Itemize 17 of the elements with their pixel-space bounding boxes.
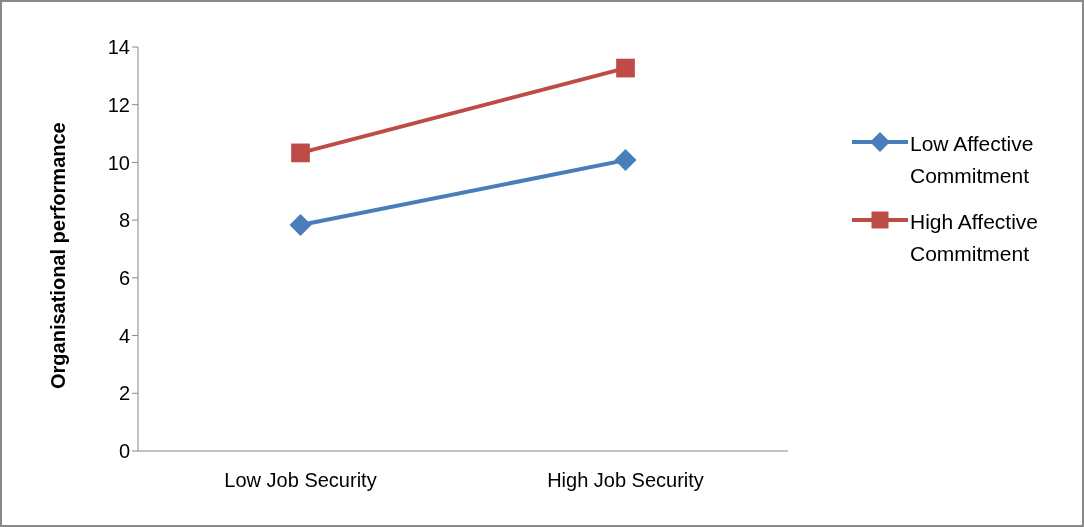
legend-label: Low Affective Commitment — [910, 131, 1035, 189]
y-tick-label: 14 — [107, 36, 130, 59]
point — [291, 143, 310, 163]
x-tick-label: Low Job Security — [224, 469, 377, 492]
x-tick-label: High Job Security — [547, 469, 704, 492]
legend-label: High Affective Commitment — [910, 209, 1040, 267]
y-axis-title: Organisational performance — [47, 122, 70, 389]
y-tick-label: 10 — [107, 151, 130, 174]
y-tick-label: 6 — [118, 266, 130, 289]
y-tick-label: 8 — [118, 209, 130, 232]
y-tick-label: 2 — [118, 382, 130, 405]
point — [614, 149, 637, 172]
point — [616, 58, 635, 78]
y-tick-label: 12 — [107, 93, 130, 116]
y-tick-label: 0 — [118, 440, 130, 463]
y-tick-label: 4 — [118, 324, 130, 347]
point — [289, 214, 312, 237]
